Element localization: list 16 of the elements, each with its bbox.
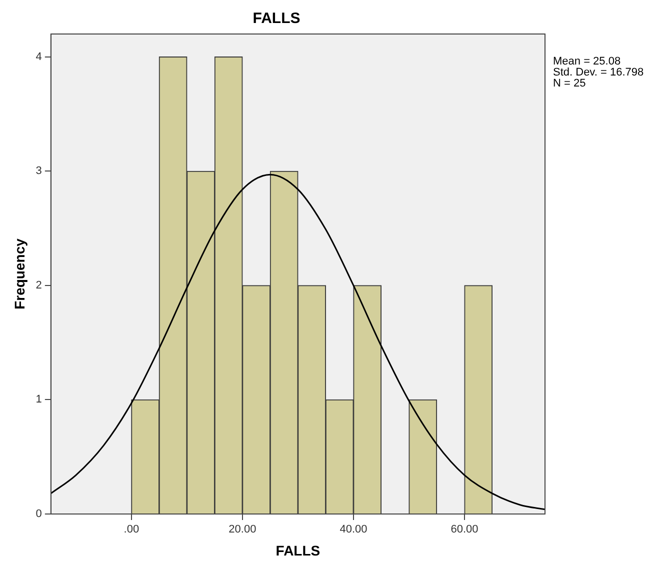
x-tick-label: 60.00 [450,524,478,536]
x-tick-label: 20.00 [228,524,256,536]
text: Std. Dev. = 16.798 [553,66,644,79]
x-axis-title: FALLS [276,542,320,558]
y-tick-label: 3 [36,165,42,178]
line-series [50,174,545,510]
y-tick-label: 0 [36,508,42,520]
chart-title: FALLS [252,10,300,28]
text: N = 25 [553,78,586,90]
text: Mean = 25.08 [553,56,621,68]
y-tick-label: 2 [36,279,42,292]
y-tick-label: 4 [36,50,42,63]
x-tick-label: .00 [124,524,140,536]
x-tick-label: 40.00 [340,524,368,536]
y-tick-label: 1 [36,394,42,406]
y-axis-title: Frequency [11,238,28,310]
